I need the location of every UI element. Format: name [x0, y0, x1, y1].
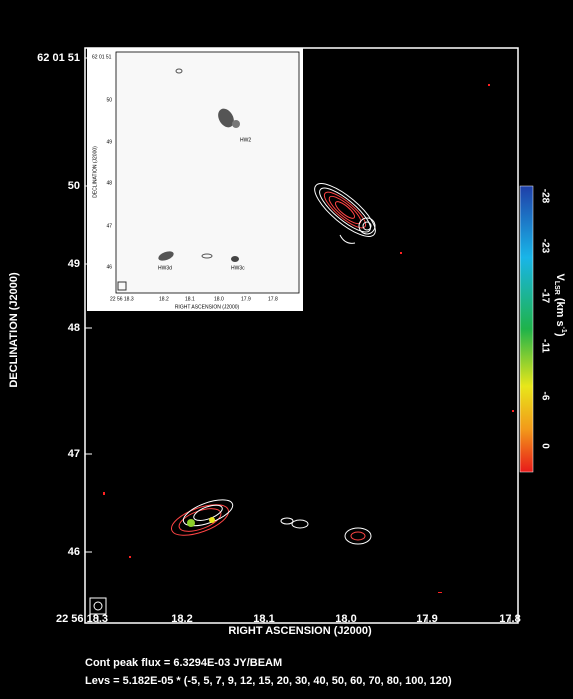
colorbar-tick-label: -6 — [539, 392, 550, 401]
source-label: HW2 — [240, 137, 251, 143]
y-tick-label: 50 — [68, 180, 80, 192]
y-tick-label: 47 — [68, 448, 80, 460]
colorbar-tick-label: -28 — [539, 189, 550, 204]
inset-x-label: RIGHT ASCENSION (J2000) — [175, 304, 240, 310]
inset-y-tick-label: 62 01 51 — [92, 54, 112, 60]
colorbar-tick-label: -23 — [539, 239, 550, 254]
peak-flux: Cont peak flux = 6.3294E-03 JY/BEAM — [85, 657, 282, 669]
inset-x-tick-label: 17.9 — [241, 296, 251, 302]
inset-x-tick-label: 18.1 — [185, 296, 195, 302]
colorbar-tick-label: -17 — [539, 289, 550, 304]
y-tick-label: 46 — [68, 546, 80, 558]
levels: Levs = 5.182E-05 * (-5, 5, 7, 9, 12, 15,… — [85, 675, 452, 687]
inset-y-tick-label: 46 — [106, 264, 112, 270]
inset-frame — [116, 52, 299, 293]
colorbar-tick-label: 0 — [539, 443, 550, 449]
colorbar — [520, 186, 533, 472]
inset-y-tick-label: 49 — [106, 139, 112, 145]
inset-x-tick-label: 18.0 — [214, 296, 224, 302]
source-label: HW3c — [231, 265, 245, 271]
inset-y-tick-label: 47 — [106, 223, 112, 229]
x-axis-label: RIGHT ASCENSION (J2000) — [228, 625, 372, 637]
inset-x-tick-label: 17.8 — [268, 296, 278, 302]
inset-y-tick-label: 48 — [106, 180, 112, 186]
label-unit: (km s — [554, 298, 566, 327]
y-axis-label: DECLINATION (J2000) — [8, 272, 20, 388]
y-tick-label: 48 — [68, 322, 80, 334]
colorbar-tick-label: -11 — [539, 339, 550, 353]
source-label: HW3d — [158, 265, 172, 271]
inset-y-tick-label: 50 — [106, 97, 112, 103]
inset-x-tick-label: 18.2 — [159, 296, 169, 302]
figure: 62 01 51 50 49 48 47 46 22 56 18.3 18.2 18.1 18.0… — [0, 0, 573, 699]
y-tick-label: 49 — [68, 258, 80, 270]
label-close: ) — [554, 333, 566, 337]
x-tick-label: 22 56 18.3 — [56, 613, 108, 625]
label-subscript: LSR — [553, 281, 560, 295]
inset-x-tick-label: 22 56 18.3 — [110, 296, 134, 302]
inset-y-label: DECLINATION (J2000) — [92, 146, 98, 198]
y-tick-label: 62 01 51 — [37, 52, 80, 64]
